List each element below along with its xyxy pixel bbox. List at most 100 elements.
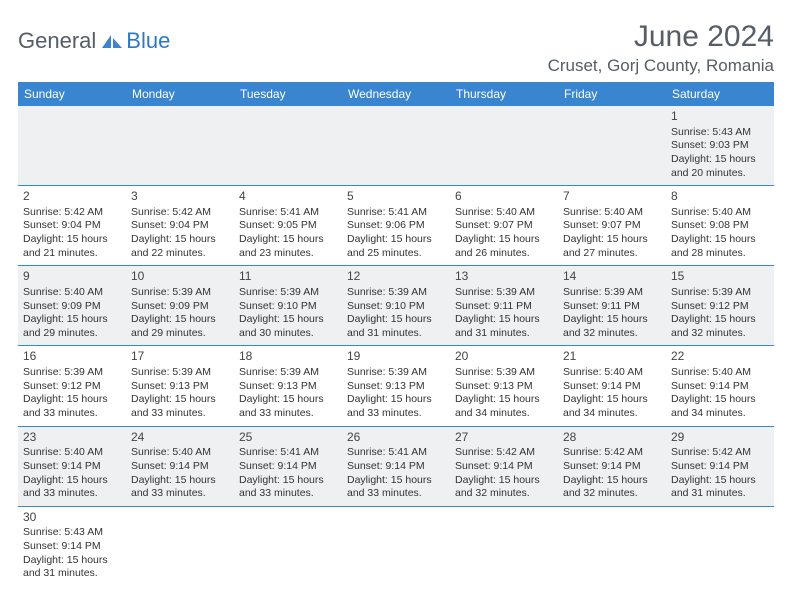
sunset-line: Sunset: 9:14 PM [455, 460, 553, 474]
calendar-day: 20Sunrise: 5:39 AMSunset: 9:13 PMDayligh… [450, 346, 558, 426]
sunset-line: Sunset: 9:14 PM [23, 460, 121, 474]
daylight-line: Daylight: 15 hours and 28 minutes. [671, 233, 769, 260]
calendar-day: 22Sunrise: 5:40 AMSunset: 9:14 PMDayligh… [666, 346, 774, 426]
daylight-line: Daylight: 15 hours and 20 minutes. [671, 153, 769, 180]
daylight-line: Daylight: 15 hours and 32 minutes. [671, 313, 769, 340]
sunset-line: Sunset: 9:14 PM [563, 460, 661, 474]
sunset-line: Sunset: 9:14 PM [563, 380, 661, 394]
calendar-day: 7Sunrise: 5:40 AMSunset: 9:07 PMDaylight… [558, 186, 666, 266]
calendar-day: 5Sunrise: 5:41 AMSunset: 9:06 PMDaylight… [342, 186, 450, 266]
calendar-day: 19Sunrise: 5:39 AMSunset: 9:13 PMDayligh… [342, 346, 450, 426]
sunrise-line: Sunrise: 5:39 AM [347, 366, 445, 380]
sunset-line: Sunset: 9:14 PM [671, 460, 769, 474]
calendar-day: 27Sunrise: 5:42 AMSunset: 9:14 PMDayligh… [450, 426, 558, 506]
day-number: 21 [563, 349, 661, 365]
calendar-day-empty [558, 506, 666, 586]
calendar-day: 12Sunrise: 5:39 AMSunset: 9:10 PMDayligh… [342, 266, 450, 346]
day-number: 25 [239, 430, 337, 446]
calendar-week: 1Sunrise: 5:43 AMSunset: 9:03 PMDaylight… [18, 106, 774, 186]
daylight-line: Daylight: 15 hours and 33 minutes. [23, 474, 121, 501]
sunset-line: Sunset: 9:14 PM [131, 460, 229, 474]
calendar-day-empty [234, 506, 342, 586]
daylight-line: Daylight: 15 hours and 30 minutes. [239, 313, 337, 340]
day-number: 22 [671, 349, 769, 365]
day-number: 15 [671, 269, 769, 285]
sunrise-line: Sunrise: 5:41 AM [239, 206, 337, 220]
sunrise-line: Sunrise: 5:39 AM [131, 286, 229, 300]
sunrise-line: Sunrise: 5:41 AM [239, 446, 337, 460]
daylight-line: Daylight: 15 hours and 34 minutes. [671, 393, 769, 420]
calendar-day: 8Sunrise: 5:40 AMSunset: 9:08 PMDaylight… [666, 186, 774, 266]
daylight-line: Daylight: 15 hours and 27 minutes. [563, 233, 661, 260]
calendar-day-empty [450, 106, 558, 186]
sunrise-line: Sunrise: 5:41 AM [347, 446, 445, 460]
day-number: 26 [347, 430, 445, 446]
logo: General Blue [18, 28, 170, 54]
sunset-line: Sunset: 9:14 PM [239, 460, 337, 474]
sunrise-line: Sunrise: 5:39 AM [347, 286, 445, 300]
sunrise-line: Sunrise: 5:40 AM [455, 206, 553, 220]
day-number: 20 [455, 349, 553, 365]
day-number: 9 [23, 269, 121, 285]
weekday-header: Sunday [18, 82, 126, 106]
sunset-line: Sunset: 9:11 PM [455, 300, 553, 314]
sunset-line: Sunset: 9:07 PM [455, 219, 553, 233]
sunset-line: Sunset: 9:14 PM [23, 540, 121, 554]
calendar-day: 14Sunrise: 5:39 AMSunset: 9:11 PMDayligh… [558, 266, 666, 346]
sunrise-line: Sunrise: 5:42 AM [23, 206, 121, 220]
calendar-week: 2Sunrise: 5:42 AMSunset: 9:04 PMDaylight… [18, 186, 774, 266]
weekday-header: Wednesday [342, 82, 450, 106]
daylight-line: Daylight: 15 hours and 32 minutes. [563, 474, 661, 501]
sunset-line: Sunset: 9:12 PM [23, 380, 121, 394]
day-number: 3 [131, 189, 229, 205]
weekday-header: Monday [126, 82, 234, 106]
calendar-day: 18Sunrise: 5:39 AMSunset: 9:13 PMDayligh… [234, 346, 342, 426]
logo-text-general: General [18, 28, 96, 54]
day-number: 10 [131, 269, 229, 285]
location: Cruset, Gorj County, Romania [548, 56, 774, 76]
daylight-line: Daylight: 15 hours and 26 minutes. [455, 233, 553, 260]
calendar-day: 26Sunrise: 5:41 AMSunset: 9:14 PMDayligh… [342, 426, 450, 506]
sunset-line: Sunset: 9:10 PM [347, 300, 445, 314]
weekday-header: Thursday [450, 82, 558, 106]
daylight-line: Daylight: 15 hours and 31 minutes. [347, 313, 445, 340]
calendar-day-empty [342, 106, 450, 186]
sunset-line: Sunset: 9:10 PM [239, 300, 337, 314]
sunrise-line: Sunrise: 5:40 AM [23, 446, 121, 460]
day-number: 5 [347, 189, 445, 205]
sunset-line: Sunset: 9:04 PM [23, 219, 121, 233]
calendar-day-empty [126, 106, 234, 186]
day-number: 13 [455, 269, 553, 285]
sunrise-line: Sunrise: 5:40 AM [23, 286, 121, 300]
day-number: 19 [347, 349, 445, 365]
calendar-day-empty [18, 106, 126, 186]
sunset-line: Sunset: 9:09 PM [23, 300, 121, 314]
title-block: June 2024 Cruset, Gorj County, Romania [548, 20, 774, 76]
sunrise-line: Sunrise: 5:40 AM [671, 366, 769, 380]
sunset-line: Sunset: 9:09 PM [131, 300, 229, 314]
daylight-line: Daylight: 15 hours and 33 minutes. [131, 474, 229, 501]
daylight-line: Daylight: 15 hours and 22 minutes. [131, 233, 229, 260]
sunset-line: Sunset: 9:03 PM [671, 139, 769, 153]
calendar-day: 17Sunrise: 5:39 AMSunset: 9:13 PMDayligh… [126, 346, 234, 426]
month-title: June 2024 [548, 20, 774, 54]
day-number: 11 [239, 269, 337, 285]
calendar-day: 29Sunrise: 5:42 AMSunset: 9:14 PMDayligh… [666, 426, 774, 506]
calendar-week: 30Sunrise: 5:43 AMSunset: 9:14 PMDayligh… [18, 506, 774, 586]
sunrise-line: Sunrise: 5:39 AM [239, 366, 337, 380]
daylight-line: Daylight: 15 hours and 34 minutes. [563, 393, 661, 420]
sunrise-line: Sunrise: 5:43 AM [671, 126, 769, 140]
day-number: 30 [23, 510, 121, 526]
weekday-header: Friday [558, 82, 666, 106]
daylight-line: Daylight: 15 hours and 34 minutes. [455, 393, 553, 420]
calendar-day: 16Sunrise: 5:39 AMSunset: 9:12 PMDayligh… [18, 346, 126, 426]
sunrise-line: Sunrise: 5:40 AM [131, 446, 229, 460]
sunset-line: Sunset: 9:05 PM [239, 219, 337, 233]
calendar-day-empty [342, 506, 450, 586]
calendar-day: 10Sunrise: 5:39 AMSunset: 9:09 PMDayligh… [126, 266, 234, 346]
sunset-line: Sunset: 9:13 PM [131, 380, 229, 394]
calendar-day: 23Sunrise: 5:40 AMSunset: 9:14 PMDayligh… [18, 426, 126, 506]
sunset-line: Sunset: 9:13 PM [347, 380, 445, 394]
calendar-day: 6Sunrise: 5:40 AMSunset: 9:07 PMDaylight… [450, 186, 558, 266]
calendar-day: 9Sunrise: 5:40 AMSunset: 9:09 PMDaylight… [18, 266, 126, 346]
